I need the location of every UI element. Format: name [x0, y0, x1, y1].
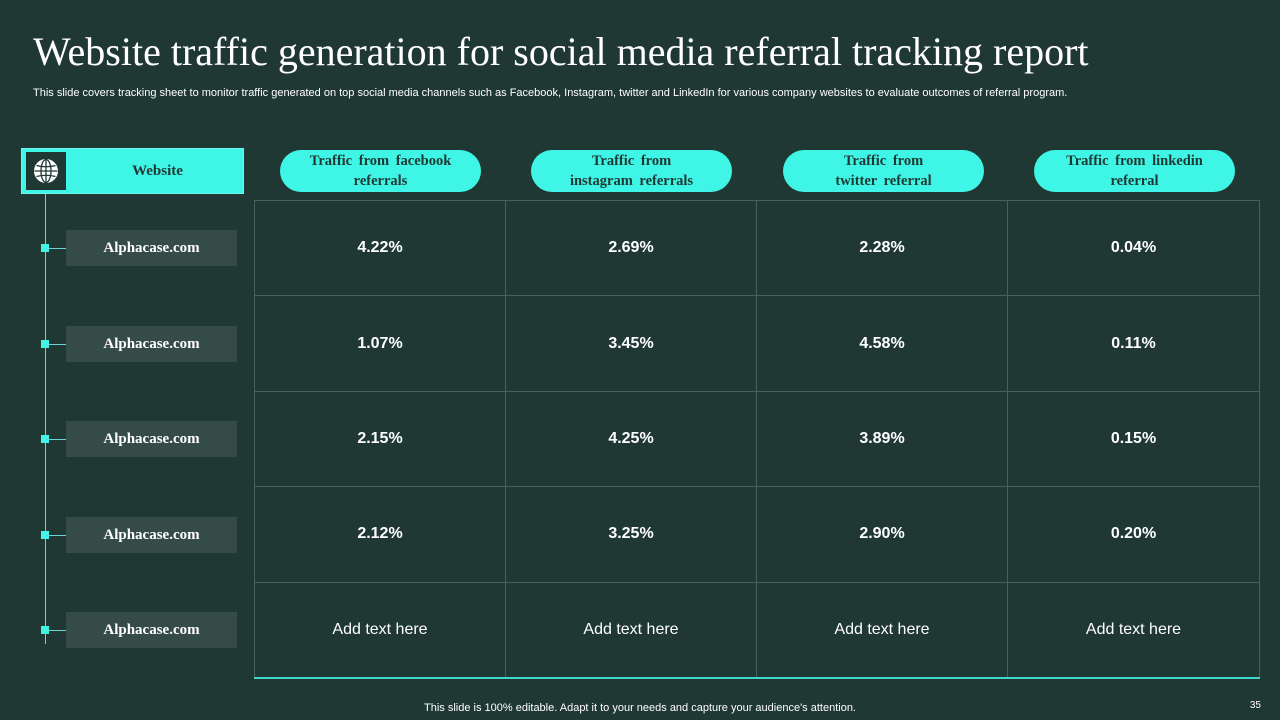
timeline-connector: [46, 630, 66, 631]
page-subtitle: This slide covers tracking sheet to moni…: [33, 87, 1068, 99]
column-header: Traffic from twitter referral: [783, 150, 984, 192]
website-row-label: Alphacase.com: [66, 421, 237, 457]
table-cell: 3.25%: [506, 487, 757, 583]
website-column-header: Website: [21, 148, 244, 194]
table-cell: 3.89%: [757, 391, 1008, 488]
table-bottom-rule: [254, 677, 1260, 679]
timeline-connector: [46, 248, 66, 249]
website-row-label: Alphacase.com: [66, 517, 237, 553]
website-row-label: Alphacase.com: [66, 326, 237, 362]
traffic-table: 4.22% 2.69% 2.28% 0.04% 1.07% 3.45% 4.58% 0.11%…: [254, 200, 1260, 678]
page-title: Website traffic generation for social me…: [33, 29, 1089, 74]
table-cell: 3.45%: [506, 296, 757, 392]
table-cell: 4.22%: [255, 201, 506, 297]
column-header: Traffic from linkedin referral: [1034, 150, 1235, 192]
table-cell: 1.07%: [255, 296, 506, 392]
timeline-marker: [41, 435, 49, 443]
timeline-marker: [41, 340, 49, 348]
table-cell: 2.28%: [757, 201, 1008, 297]
table-cell: 4.25%: [506, 391, 757, 488]
table-cell: 0.11%: [1008, 296, 1259, 392]
footer-note: This slide is 100% editable. Adapt it to…: [424, 702, 856, 714]
timeline-marker: [41, 244, 49, 252]
table-cell: 2.12%: [255, 487, 506, 583]
table-cell: Add text here: [757, 582, 1008, 678]
table-cell: Add text here: [1085, 621, 1182, 639]
timeline-connector: [46, 535, 66, 536]
website-row-label: Alphacase.com: [66, 612, 237, 648]
globe-icon: [26, 152, 66, 190]
timeline-connector: [46, 439, 66, 440]
table-cell: 2.69%: [506, 201, 757, 297]
website-header-label: Website: [132, 162, 183, 179]
table-cell: Add text here: [506, 582, 757, 678]
website-row-label: Alphacase.com: [66, 230, 237, 266]
timeline-line: [45, 194, 46, 644]
table-cell: Add text here: [255, 582, 506, 678]
timeline-connector: [46, 344, 66, 345]
column-header: Traffic from instagram referrals: [531, 150, 732, 192]
table-cell: 0.20%: [1008, 487, 1259, 583]
table-cell: 2.90%: [757, 487, 1008, 583]
table-cell: 0.04%: [1008, 201, 1259, 297]
table-cell: 0.15%: [1008, 392, 1259, 488]
timeline-marker: [41, 626, 49, 634]
column-header: Traffic from facebook referrals: [280, 150, 481, 192]
page-number: 35: [1249, 700, 1261, 711]
timeline-marker: [41, 531, 49, 539]
table-cell: 2.15%: [255, 391, 506, 488]
table-cell: 4.58%: [757, 296, 1008, 392]
